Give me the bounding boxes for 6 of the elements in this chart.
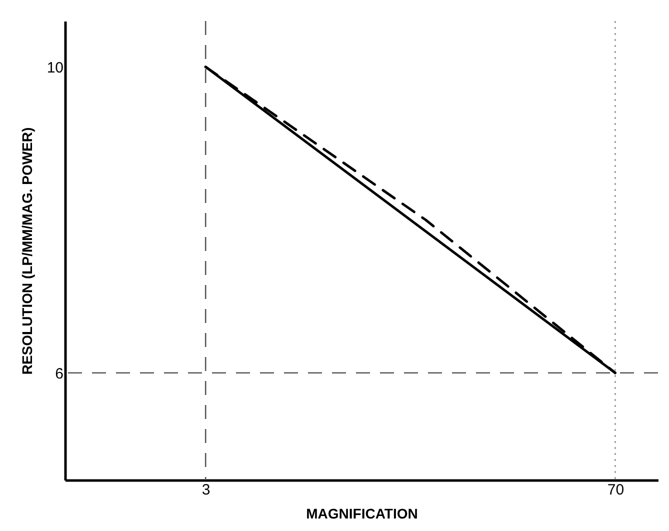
y-tick-label: 10 [46, 59, 64, 76]
x-tick-label: 3 [202, 482, 210, 498]
y-tick-label: 6 [55, 365, 64, 382]
x-axis-title: MAGNIFICATION [306, 506, 418, 522]
y-axis-title: RESOLUTION (LP/MM/MAG. POWER) [18, 127, 35, 375]
x-tick-label: 70 [607, 482, 624, 498]
